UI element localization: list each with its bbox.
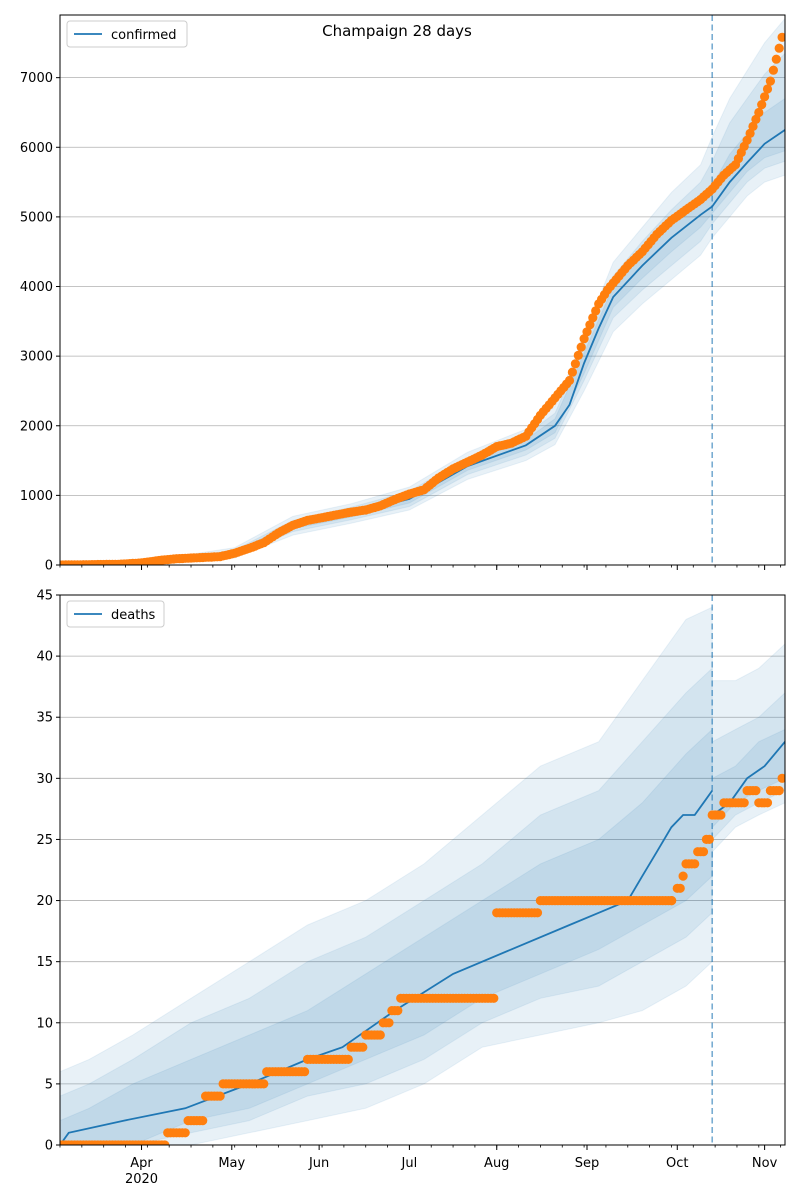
y-tick-label: 10 [36,1016,53,1031]
observed-point [160,1140,170,1145]
observed-point [771,54,781,64]
legend: confirmed [66,20,188,48]
observed-point [300,1067,310,1077]
y-tick-label: 30 [36,772,53,787]
observed-point [582,327,592,337]
plot-area [60,15,785,565]
observed-point [259,1079,269,1089]
observed-point [774,43,784,53]
y-tick-label: 45 [36,589,53,604]
observed-point [777,32,785,42]
observed-point [564,375,575,386]
y-tick-label: 20 [36,894,53,909]
x-tick-label: Aug [484,1156,509,1171]
y-tick-label: 15 [36,955,53,970]
observed-point [762,84,773,94]
legend-box [66,600,165,628]
x-tick-label: Jul [401,1156,418,1171]
legend-label: confirmed [111,28,177,43]
y-tick-label: 5 [45,1077,53,1092]
x-tick-label: May [218,1156,245,1171]
x-tick-label: Nov [752,1156,778,1171]
y-tick-label: 5000 [20,210,53,225]
x-tick-label: Apr [130,1156,153,1171]
observed-point [739,798,749,808]
observed-point [768,65,779,75]
x-year-label: 2020 [125,1172,158,1187]
legend: deaths [66,600,165,628]
observed-point [393,1006,403,1016]
observed-point [573,350,583,360]
observed-point [489,993,499,1003]
observed-point [777,773,785,783]
axes-frame [59,594,786,1146]
uncertainty-band [60,17,785,565]
y-tick-label: 2000 [20,419,53,434]
observed-point [748,121,758,131]
observed-point [678,871,688,881]
observed-point [760,92,770,102]
x-tick-label: Jun [308,1156,329,1171]
y-tick-label: 35 [36,711,53,726]
uncertainty-band [60,728,785,1145]
observed-point [754,107,764,118]
observed-point [742,135,752,145]
y-tick-label: 40 [36,650,53,665]
observed-point [762,798,773,808]
observed-point [690,859,700,869]
observed-point [570,359,581,369]
y-tick-label: 3000 [20,350,53,365]
y-tick-label: 4000 [20,280,53,295]
x-axis-labels: Apr May Jun Jul Aug Sep Oct Nov 2020 [125,1156,778,1187]
uncertainty-band [60,667,785,1145]
observed-point [576,342,586,352]
observed-point [667,896,677,906]
observed-point [675,883,685,893]
observed-point [774,786,784,796]
observed-point [375,1030,385,1040]
y-tick-label: 25 [36,833,53,848]
observed-point [215,1091,225,1101]
observed-point [588,313,598,323]
legend-box [66,20,188,48]
observed-point [745,128,755,138]
observed-point [765,76,776,86]
observed-point [757,100,767,110]
y-tick-label: 6000 [20,141,53,156]
observed-point [579,334,589,344]
observed-point [716,810,726,820]
y-tick-label: 1000 [20,489,53,504]
y-tick-label: 0 [45,1139,53,1154]
observed-point [704,834,714,845]
observed-point [591,306,601,316]
legend-label: deaths [111,608,156,623]
observed-point [198,1116,208,1126]
deaths-panel: 0 5 10 15 20 25 30 35 40 45 deaths [36,589,786,1154]
y-tick-label: 7000 [20,71,53,86]
plot-area [60,595,785,1145]
observed-point [585,320,595,330]
axes-frame [59,14,786,566]
observed-point [698,847,709,857]
chart-title: Champaign 28 days [322,22,472,40]
observed-point [532,908,543,918]
uncertainty-band [60,606,785,1145]
observed-point [751,786,761,796]
x-tick-label: Oct [666,1156,688,1171]
observed-point [343,1054,353,1064]
x-tick-label: Sep [575,1156,600,1171]
observed-point [751,114,761,124]
observed-point [180,1128,190,1138]
confirmed-panel: 0 1000 2000 3000 4000 5000 6000 7000 confirmed [20,14,786,574]
observed-point [384,1018,394,1028]
observed-point [567,367,578,377]
observed-point [358,1042,368,1052]
y-tick-label: 0 [45,559,53,574]
